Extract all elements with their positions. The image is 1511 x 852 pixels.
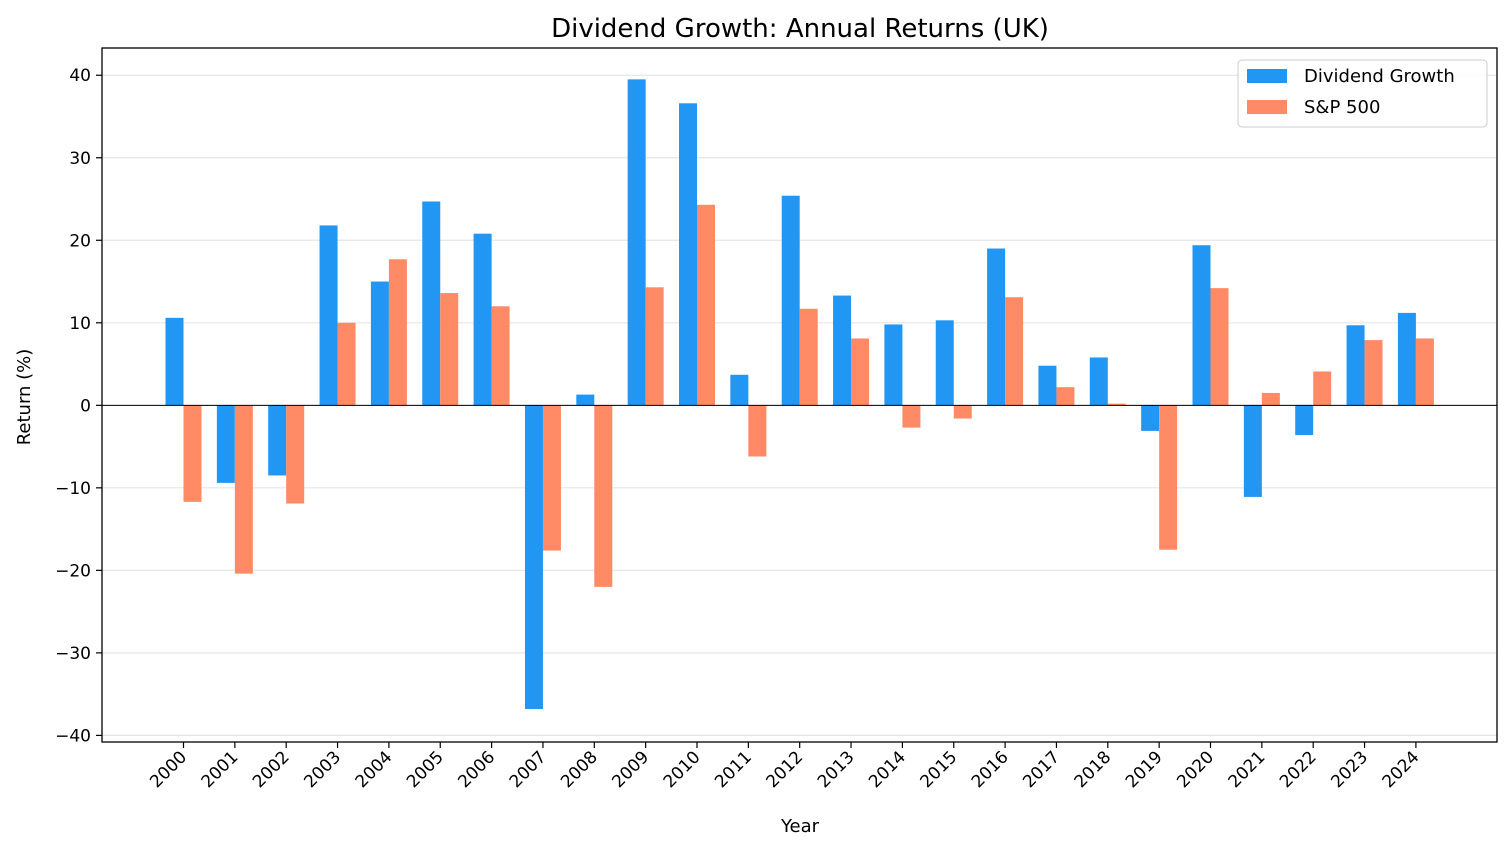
- y-axis: −40 −30 −20 −10 0 10 20 30 40: [55, 66, 102, 746]
- bar-sp500-2004: [388, 259, 407, 406]
- bar-sp500-2008: [594, 405, 613, 587]
- y-tick-label: 0: [80, 396, 91, 416]
- bar-sp500-2022: [1313, 371, 1332, 406]
- y-tick-label: −40: [55, 726, 91, 746]
- bar-dividend-growth-2002: [268, 405, 287, 476]
- y-tick-label: 20: [69, 231, 91, 251]
- y-axis-label: Return (%): [14, 349, 35, 446]
- bar-sp500-2006: [491, 306, 510, 406]
- bar-dividend-growth-2024: [1397, 312, 1416, 406]
- bar-sp500-2019: [1159, 405, 1178, 550]
- legend-swatch-dividend-growth: [1247, 69, 1287, 83]
- bar-dividend-growth-2016: [987, 248, 1006, 406]
- y-tick-label: 40: [69, 66, 91, 86]
- bar-dividend-growth-2020: [1192, 245, 1211, 406]
- legend: Dividend Growth S&P 500: [1237, 59, 1488, 128]
- bar-sp500-2002: [286, 405, 305, 504]
- bar-sp500-2024: [1415, 338, 1434, 406]
- bar-sp500-2013: [851, 338, 870, 406]
- legend-label-dividend-growth: Dividend Growth: [1304, 66, 1455, 87]
- legend-box: [1237, 59, 1488, 128]
- y-tick-label: −30: [55, 644, 91, 664]
- x-axis-label: Year: [780, 816, 820, 837]
- y-tick-label: −20: [55, 561, 91, 581]
- legend-swatch-sp500: [1247, 100, 1287, 114]
- bar-dividend-growth-2007: [524, 405, 543, 709]
- bar-dividend-growth-2004: [370, 281, 389, 406]
- bar-sp500-2017: [1056, 387, 1075, 406]
- bar-dividend-growth-2022: [1295, 405, 1314, 436]
- bar-sp500-2012: [799, 308, 818, 406]
- bar-dividend-growth-2001: [216, 405, 235, 483]
- bar-dividend-growth-2010: [679, 103, 697, 406]
- bar-sp500-2005: [440, 293, 459, 406]
- bar-sp500-2021: [1261, 392, 1280, 406]
- bar-dividend-growth-2023: [1346, 325, 1365, 406]
- bar-sp500-2003: [337, 322, 356, 406]
- bar-dividend-growth-2009: [627, 79, 646, 406]
- bar-dividend-growth-2006: [473, 233, 492, 406]
- bar-sp500-2007: [542, 405, 561, 551]
- bar-dividend-growth-2012: [781, 195, 800, 406]
- bar-dividend-growth-2021: [1243, 405, 1262, 497]
- bar-dividend-growth-2000: [165, 317, 184, 406]
- bar-dividend-growth-2011: [730, 374, 749, 406]
- bar-sp500-2011: [748, 405, 767, 457]
- bar-sp500-2000: [183, 405, 202, 502]
- bar-sp500-2016: [1005, 297, 1024, 406]
- chart-title: Dividend Growth: Annual Returns (UK): [551, 14, 1049, 44]
- legend-label-sp500: S&P 500: [1304, 97, 1380, 118]
- bar-sp500-2018: [1107, 403, 1126, 406]
- bar-sp500-2010: [697, 204, 715, 406]
- bar-sp500-2014: [902, 405, 921, 428]
- bars: [165, 79, 1434, 709]
- bar-sp500-2001: [234, 405, 253, 574]
- y-tick-label: 10: [69, 314, 91, 334]
- y-tick-label: −10: [55, 479, 91, 499]
- bar-sp500-2023: [1364, 340, 1383, 406]
- bar-dividend-growth-2008: [576, 394, 595, 406]
- y-tick-label: 30: [69, 149, 91, 169]
- bar-sp500-2020: [1210, 288, 1229, 406]
- bar-dividend-growth-2015: [935, 320, 954, 406]
- bar-dividend-growth-2018: [1089, 357, 1108, 406]
- bar-dividend-growth-2013: [833, 295, 852, 406]
- bar-sp500-2015: [953, 405, 972, 419]
- bar-dividend-growth-2017: [1038, 365, 1057, 406]
- bar-dividend-growth-2014: [884, 324, 903, 406]
- bar-dividend-growth-2003: [319, 225, 338, 406]
- bar-sp500-2009: [645, 287, 664, 406]
- bar-dividend-growth-2019: [1141, 405, 1160, 431]
- bar-dividend-growth-2005: [422, 201, 441, 406]
